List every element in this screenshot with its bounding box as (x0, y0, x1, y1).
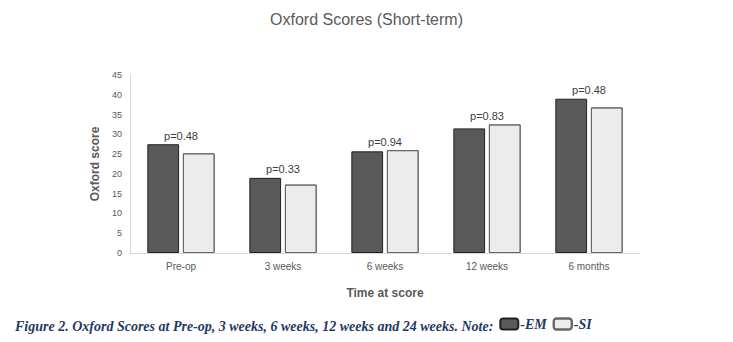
svg-text:p=0.94: p=0.94 (368, 136, 402, 148)
svg-text:p=0.48: p=0.48 (164, 130, 198, 142)
svg-text:40: 40 (112, 90, 122, 100)
svg-text:45: 45 (112, 70, 122, 80)
svg-text:Oxford score: Oxford score (88, 126, 102, 201)
svg-text:5: 5 (117, 228, 122, 238)
svg-text:Figure 2. Oxford Scores at Pre: Figure 2. Oxford Scores at Pre-op, 3 wee… (14, 319, 493, 334)
svg-text:25: 25 (112, 149, 122, 159)
svg-text:30: 30 (112, 129, 122, 139)
svg-text:Pre-op: Pre-op (166, 261, 196, 272)
svg-text:12 weeks: 12 weeks (466, 261, 508, 272)
svg-text:35: 35 (112, 110, 122, 120)
svg-text:p=0.33: p=0.33 (266, 163, 300, 175)
svg-text:p=0.83: p=0.83 (470, 110, 504, 122)
svg-text:0: 0 (117, 248, 122, 258)
svg-text:-SI: -SI (574, 317, 592, 332)
svg-text:20: 20 (112, 169, 122, 179)
svg-text:-EM: -EM (520, 317, 547, 332)
svg-text:Oxford Scores (Short-term): Oxford Scores (Short-term) (270, 11, 463, 28)
svg-text:p=0.48: p=0.48 (572, 84, 606, 96)
svg-text:15: 15 (112, 189, 122, 199)
svg-text:10: 10 (112, 208, 122, 218)
svg-text:Time at score: Time at score (346, 286, 423, 300)
svg-text:3 weeks: 3 weeks (265, 261, 302, 272)
svg-text:6 weeks: 6 weeks (367, 261, 404, 272)
svg-text:6 months: 6 months (568, 261, 609, 272)
